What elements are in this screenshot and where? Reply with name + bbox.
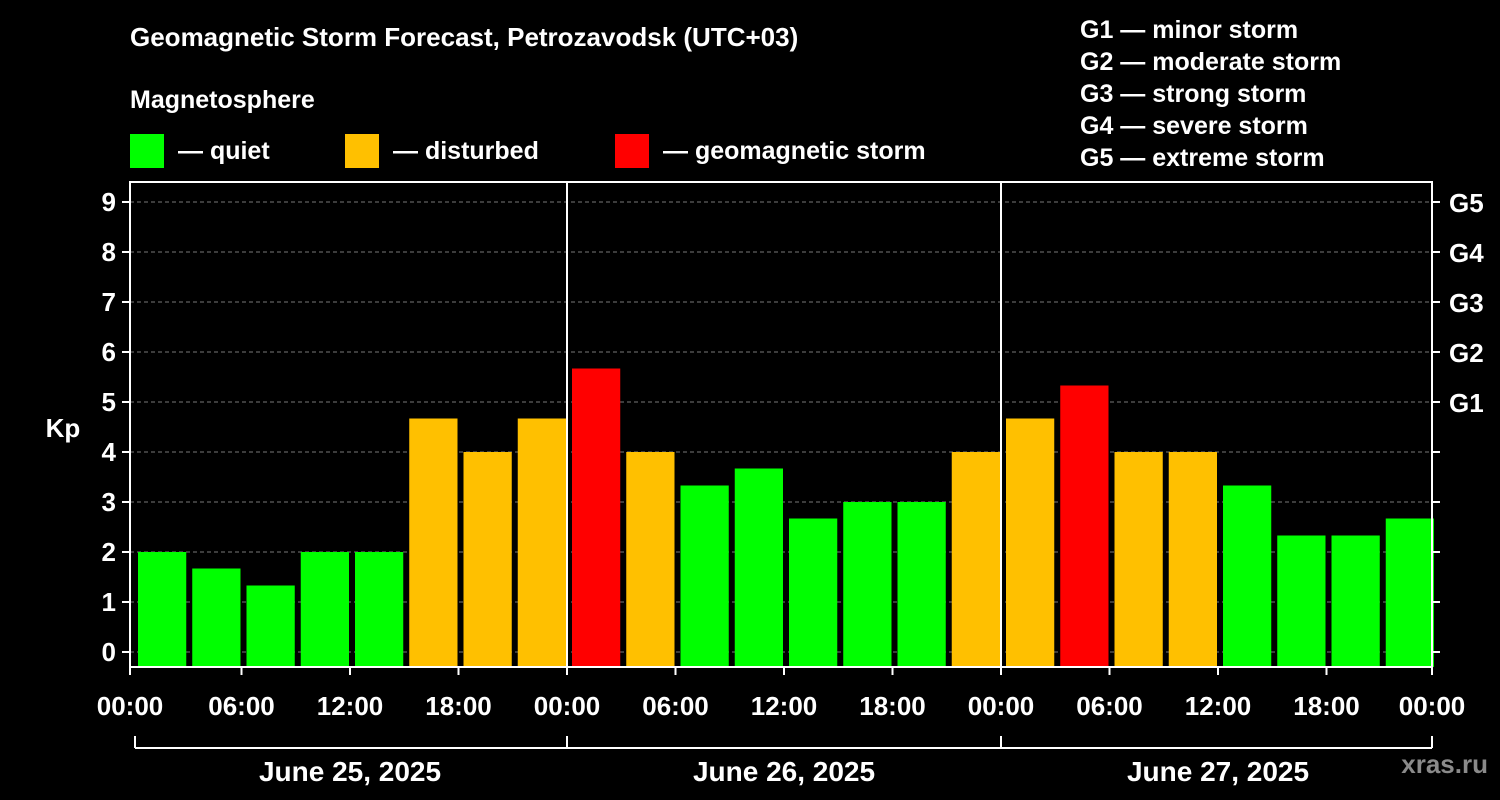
kp-bar xyxy=(1114,452,1163,667)
kp-bar xyxy=(789,518,838,667)
kp-bar xyxy=(1006,418,1055,667)
g-level-label: G4 xyxy=(1449,238,1484,268)
kp-bar xyxy=(1385,518,1434,667)
kp-bar xyxy=(517,418,566,667)
kp-bar xyxy=(300,552,349,667)
kp-bar xyxy=(355,552,404,667)
legend-heading: Magnetosphere xyxy=(130,86,315,114)
legend-quiet-label: — quiet xyxy=(178,136,270,165)
watermark: xras.ru xyxy=(1401,749,1488,779)
plot-frame xyxy=(129,181,1433,668)
x-tick-label: 18:00 xyxy=(859,691,926,721)
quiet-swatch xyxy=(130,134,164,168)
y-tick-label: 7 xyxy=(102,287,116,317)
g-level-label: G3 xyxy=(1449,288,1484,318)
legend-disturbed: — disturbed xyxy=(345,134,539,168)
day-label: June 25, 2025 xyxy=(259,756,441,787)
g3-legend-line: G3 — strong storm xyxy=(1080,80,1307,108)
day-label: June 26, 2025 xyxy=(693,756,875,787)
kp-bar xyxy=(1223,485,1272,667)
kp-bar xyxy=(626,452,675,667)
kp-bar xyxy=(680,485,729,667)
kp-bar xyxy=(246,585,295,667)
disturbed-swatch xyxy=(345,134,379,168)
g1-legend-line: G1 — minor storm xyxy=(1080,16,1299,44)
kp-bar xyxy=(1060,385,1109,667)
x-tick-label: 00:00 xyxy=(97,691,164,721)
g-scale-legend: G1 — minor storm G2 — moderate storm G3 … xyxy=(1080,14,1341,174)
x-tick-label: 06:00 xyxy=(208,691,275,721)
kp-bar xyxy=(572,368,621,667)
day-label: June 27, 2025 xyxy=(1127,756,1309,787)
kp-bar xyxy=(463,452,512,667)
kp-bar xyxy=(734,468,783,667)
x-tick-label: 00:00 xyxy=(1399,691,1466,721)
y-tick-label: 0 xyxy=(102,637,116,667)
x-tick-label: 06:00 xyxy=(642,691,709,721)
y-tick-label: 9 xyxy=(102,187,116,217)
kp-bar xyxy=(843,502,892,667)
x-tick-label: 12:00 xyxy=(1185,691,1252,721)
kp-bar xyxy=(951,452,1000,667)
x-tick-label: 00:00 xyxy=(534,691,601,721)
y-axis-label: Kp xyxy=(46,413,81,443)
legend-disturbed-label: — disturbed xyxy=(393,136,539,165)
x-tick-label: 00:00 xyxy=(968,691,1035,721)
g2-legend-line: G2 — moderate storm xyxy=(1080,48,1342,76)
g4-legend-line: G4 — severe storm xyxy=(1080,112,1308,140)
g-level-label: G5 xyxy=(1449,188,1484,218)
kp-bar xyxy=(1277,535,1326,667)
x-tick-label: 18:00 xyxy=(425,691,492,721)
y-tick-label: 6 xyxy=(102,337,116,367)
x-tick-label: 06:00 xyxy=(1076,691,1143,721)
kp-bar xyxy=(1168,452,1217,667)
kp-bar xyxy=(192,568,241,667)
legend-quiet: — quiet xyxy=(130,134,270,168)
kp-bar xyxy=(1331,535,1380,667)
y-tick-label: 4 xyxy=(102,437,117,467)
g5-legend-line: G5 — extreme storm xyxy=(1080,144,1325,172)
kp-bar xyxy=(897,502,946,667)
g-level-label: G2 xyxy=(1449,338,1484,368)
x-tick-label: 12:00 xyxy=(751,691,818,721)
x-tick-label: 12:00 xyxy=(317,691,384,721)
g-level-label: G1 xyxy=(1449,388,1484,418)
kp-bar xyxy=(138,552,187,667)
chart-title: Geomagnetic Storm Forecast, Petrozavodsk… xyxy=(130,22,799,52)
y-tick-label: 2 xyxy=(102,537,116,567)
y-tick-label: 1 xyxy=(102,587,116,617)
y-tick-label: 5 xyxy=(102,387,116,417)
y-tick-label: 8 xyxy=(102,237,116,267)
x-tick-label: 18:00 xyxy=(1293,691,1360,721)
kp-bar xyxy=(409,418,458,667)
legend-storm: — geomagnetic storm xyxy=(615,134,926,168)
y-tick-label: 3 xyxy=(102,487,116,517)
storm-swatch xyxy=(615,134,649,168)
legend-storm-label: — geomagnetic storm xyxy=(663,136,926,165)
